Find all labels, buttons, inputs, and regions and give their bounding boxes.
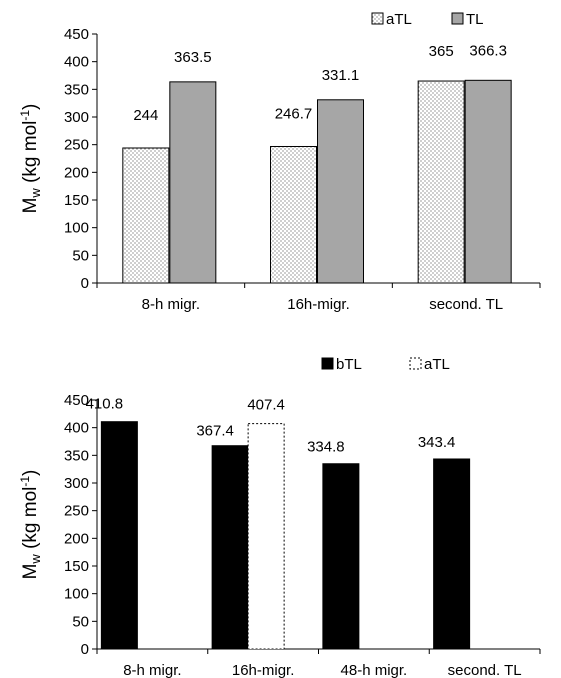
x-tick-label: second. TL xyxy=(429,296,503,313)
legend-swatch-btl xyxy=(321,357,334,370)
y-tick-label: 350 xyxy=(64,447,89,464)
chart-top: 0 50 100 150 200 250 300 350 400 450 8-h migr. 16h-… xyxy=(18,11,541,313)
data-label: 343.4 xyxy=(418,434,456,451)
x-tick-label: 8-h migr. xyxy=(142,296,200,313)
y-tick-label: 400 xyxy=(64,420,89,437)
y-tick-label: 300 xyxy=(64,109,89,126)
data-label: 244 xyxy=(133,107,158,124)
legend-swatch-tl xyxy=(451,12,464,25)
legend-swatch-atl xyxy=(371,12,384,25)
data-label: 331.1 xyxy=(322,67,360,84)
x-tick-label: 8-h migr. xyxy=(123,662,181,678)
bar-tl xyxy=(169,81,217,284)
y-tick-label: 250 xyxy=(64,503,89,520)
y-tick-label: 450 xyxy=(64,26,89,43)
x-tick-label: 48-h migr. xyxy=(341,662,408,678)
y-axis-label: Mw (kg mol-1) xyxy=(18,104,43,214)
y-axis-label: Mw (kg mol-1) xyxy=(18,470,43,580)
y-tick-label: 100 xyxy=(64,220,89,237)
y-tick-label: 200 xyxy=(64,530,89,547)
data-label: 334.8 xyxy=(307,439,345,456)
bar-tl xyxy=(317,99,364,284)
x-tick-label: second. TL xyxy=(448,662,522,678)
bar-btl xyxy=(433,458,471,650)
bar-atl xyxy=(247,423,285,650)
bar-atl xyxy=(122,147,170,284)
y-tick-label: 100 xyxy=(64,586,89,603)
data-label: 365 xyxy=(429,43,454,60)
x-tick-label: 16h-migr. xyxy=(287,296,350,313)
y-tick-label: 350 xyxy=(64,81,89,98)
data-label: 366.3 xyxy=(469,42,507,59)
chart-bottom: 0 50 100 150 200 250 300 350 400 450 8-h migr. 16h-… xyxy=(18,356,541,678)
y-tick-label: 150 xyxy=(64,192,89,209)
bar-tl xyxy=(464,79,512,284)
y-tick-label: 0 xyxy=(81,275,89,292)
y-tick-label: 50 xyxy=(72,613,89,630)
legend-label: bTL xyxy=(336,356,362,373)
bar-btl xyxy=(211,445,249,650)
bar-atl xyxy=(417,80,465,284)
data-label: 363.5 xyxy=(174,49,212,66)
bar-btl xyxy=(100,421,138,650)
y-tick-label: 0 xyxy=(81,641,89,658)
y-tick-label: 300 xyxy=(64,475,89,492)
bar-atl xyxy=(270,145,317,284)
y-tick-label: 450 xyxy=(64,392,89,409)
legend-label: aTL xyxy=(424,356,450,373)
y-tick-label: 50 xyxy=(72,247,89,264)
y-tick-label: 400 xyxy=(64,54,89,71)
y-tick-label: 200 xyxy=(64,164,89,181)
y-tick-label: 250 xyxy=(64,137,89,154)
x-tick-label: 16h-migr. xyxy=(232,662,295,678)
data-label: 367.4 xyxy=(196,423,234,440)
data-label: 246.7 xyxy=(275,105,313,122)
y-tick-label: 150 xyxy=(64,558,89,575)
data-label: 410.8 xyxy=(86,396,124,413)
legend-label: aTL xyxy=(386,11,412,28)
legend-swatch-atl xyxy=(409,357,422,370)
data-label: 407.4 xyxy=(247,397,285,414)
legend-label: TL xyxy=(466,11,484,28)
bar-btl xyxy=(322,463,360,650)
